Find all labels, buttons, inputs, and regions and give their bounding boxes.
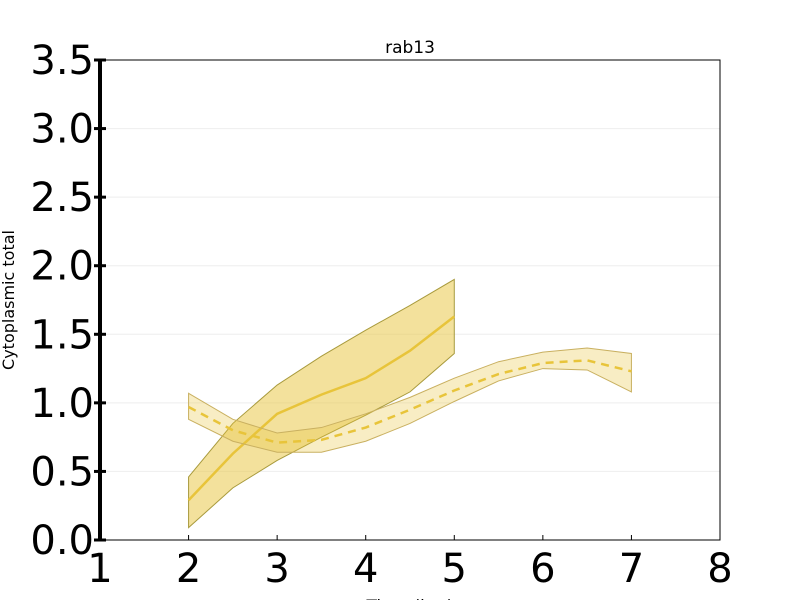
y-tick-label: 0.0: [30, 518, 94, 564]
y-tick-label: 3.0: [30, 107, 94, 153]
chart-title: rab13: [385, 38, 435, 58]
x-tick-label: 1: [87, 546, 112, 592]
y-tick-label: 1.5: [30, 312, 94, 358]
y-tick-label: 2.0: [30, 244, 94, 290]
x-tick-label: 4: [353, 546, 378, 592]
x-tick-label: 3: [264, 546, 289, 592]
y-tick-label: 1.0: [30, 381, 94, 427]
x-tick-label: 6: [530, 546, 555, 592]
line: [187, 315, 456, 502]
y-tick-label: 2.5: [30, 175, 94, 221]
x-tick-label: 5: [442, 546, 467, 592]
plot-frame: [99, 59, 721, 541]
x-tick-label: 7: [619, 546, 644, 592]
y-tick-label: 3.5: [30, 38, 94, 84]
x-tick-label: 2: [176, 546, 201, 592]
y-tick-label: 0.5: [30, 449, 94, 495]
confidence-band: [188, 347, 632, 453]
x-tick-label: 8: [707, 546, 732, 592]
confidence-band: [188, 278, 455, 529]
x-axis-label: Time (hrs): [366, 597, 454, 600]
y-axis-label: Cytoplasmic total: [0, 230, 18, 370]
